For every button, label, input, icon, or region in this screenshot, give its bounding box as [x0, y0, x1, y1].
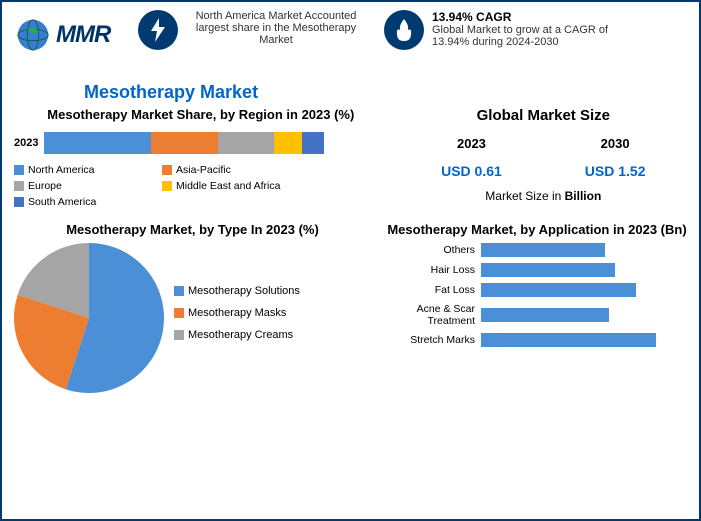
stat-box-1: North America Market Accounted largest s…	[138, 10, 366, 50]
hbar-track	[481, 333, 687, 347]
legend-label: Middle East and Africa	[176, 180, 280, 192]
hbars-container: Others Hair Loss Fat Loss Acne & Scar Treat…	[387, 243, 687, 347]
stacked-segment	[44, 132, 150, 154]
market-size-panel: Global Market Size 2023 USD 0.61 2030 US…	[400, 107, 687, 208]
app-chart: Mesotherapy Market, by Application in 20…	[387, 222, 687, 393]
legend-item: Mesotherapy Masks	[174, 307, 300, 319]
stat2-text: Global Market to grow at a CAGR of 13.94…	[432, 24, 612, 48]
legend-item: Asia-Pacific	[162, 164, 292, 176]
hbar-row: Fat Loss	[387, 283, 687, 297]
hbar-track	[481, 308, 687, 322]
ms-note-pre: Market Size in	[485, 189, 564, 203]
legend-item: Mesotherapy Solutions	[174, 285, 300, 297]
bolt-icon	[138, 10, 178, 50]
legend-label: South America	[28, 196, 96, 208]
ms-year-2: 2030	[585, 136, 646, 151]
stacked-segment	[274, 132, 302, 154]
hbar-label: Others	[387, 244, 475, 256]
legend-item: Middle East and Africa	[162, 180, 292, 192]
region-bar-row: 2023	[14, 128, 388, 158]
stat2-title: 13.94% CAGR	[432, 10, 612, 24]
header-row: MMR North America Market Accounted large…	[14, 10, 687, 76]
pie-legend: Mesotherapy Solutions Mesotherapy Masks Me…	[174, 285, 300, 351]
hbar-fill	[481, 333, 656, 347]
hbar-fill	[481, 283, 636, 297]
legend-item: North America	[14, 164, 144, 176]
legend-label: Asia-Pacific	[176, 164, 231, 176]
hbar-row: Stretch Marks	[387, 333, 687, 347]
stat-box-2: 13.94% CAGR Global Market to grow at a C…	[384, 10, 612, 50]
hbar-fill	[481, 308, 609, 322]
swatch	[162, 181, 172, 191]
swatch	[14, 197, 24, 207]
hbar-label: Acne & Scar Treatment	[387, 303, 475, 327]
swatch	[174, 308, 184, 318]
legend-label: Mesotherapy Solutions	[188, 285, 300, 297]
hbar-row: Hair Loss	[387, 263, 687, 277]
region-legend: North America Asia-Pacific Europe Middle Ea…	[14, 164, 314, 208]
pie-wrap: Mesotherapy Solutions Mesotherapy Masks Me…	[14, 243, 371, 393]
app-chart-title: Mesotherapy Market, by Application in 20…	[387, 222, 687, 237]
region-chart: Mesotherapy Market Share, by Region in 2…	[14, 107, 388, 208]
hbar-label: Fat Loss	[387, 284, 475, 296]
ms-val-2: USD 1.52	[585, 163, 646, 179]
region-chart-title: Mesotherapy Market Share, by Region in 2…	[14, 107, 388, 122]
legend-label: Mesotherapy Masks	[188, 307, 286, 319]
swatch	[174, 286, 184, 296]
ms-note: Market Size in Billion	[400, 189, 687, 203]
hbar-label: Hair Loss	[387, 264, 475, 276]
legend-label: North America	[28, 164, 95, 176]
globe-icon	[14, 16, 52, 54]
upper-row: Mesotherapy Market Share, by Region in 2…	[14, 107, 687, 208]
main-title: Mesotherapy Market	[84, 82, 687, 103]
logo-text: MMR	[56, 21, 110, 49]
legend-item: South America	[14, 196, 144, 208]
hbar-row: Acne & Scar Treatment	[387, 303, 687, 327]
mmr-logo: MMR	[14, 10, 114, 60]
hbar-fill	[481, 243, 605, 257]
ms-col-1: 2023 USD 0.61	[441, 136, 502, 179]
flame-icon	[384, 10, 424, 50]
hbar-track	[481, 263, 687, 277]
swatch	[14, 181, 24, 191]
stacked-segment	[151, 132, 218, 154]
swatch	[14, 165, 24, 175]
ms-year-1: 2023	[441, 136, 502, 151]
ms-val-1: USD 0.61	[441, 163, 502, 179]
infographic-page: MMR North America Market Accounted large…	[0, 0, 701, 521]
stacked-segment	[302, 132, 324, 154]
hbar-track	[481, 243, 687, 257]
pie-chart	[14, 243, 164, 393]
stacked-bar	[44, 132, 324, 154]
type-chart-title: Mesotherapy Market, by Type In 2023 (%)	[14, 222, 371, 237]
legend-item: Europe	[14, 180, 144, 192]
market-size-cols: 2023 USD 0.61 2030 USD 1.52	[400, 136, 687, 179]
ms-col-2: 2030 USD 1.52	[585, 136, 646, 179]
hbar-label: Stretch Marks	[387, 334, 475, 346]
legend-label: Mesotherapy Creams	[188, 329, 293, 341]
swatch	[174, 330, 184, 340]
legend-label: Europe	[28, 180, 62, 192]
hbar-row: Others	[387, 243, 687, 257]
type-chart: Mesotherapy Market, by Type In 2023 (%) …	[14, 222, 371, 393]
hbar-track	[481, 283, 687, 297]
hbar-fill	[481, 263, 615, 277]
region-year-label: 2023	[14, 137, 38, 149]
swatch	[162, 165, 172, 175]
market-size-title: Global Market Size	[400, 107, 687, 124]
stacked-segment	[218, 132, 274, 154]
legend-item: Mesotherapy Creams	[174, 329, 300, 341]
stat1-text: North America Market Accounted largest s…	[186, 10, 366, 46]
lower-row: Mesotherapy Market, by Type In 2023 (%) …	[14, 222, 687, 393]
ms-note-bold: Billion	[565, 189, 602, 203]
stat2-text-wrap: 13.94% CAGR Global Market to grow at a C…	[432, 10, 612, 48]
